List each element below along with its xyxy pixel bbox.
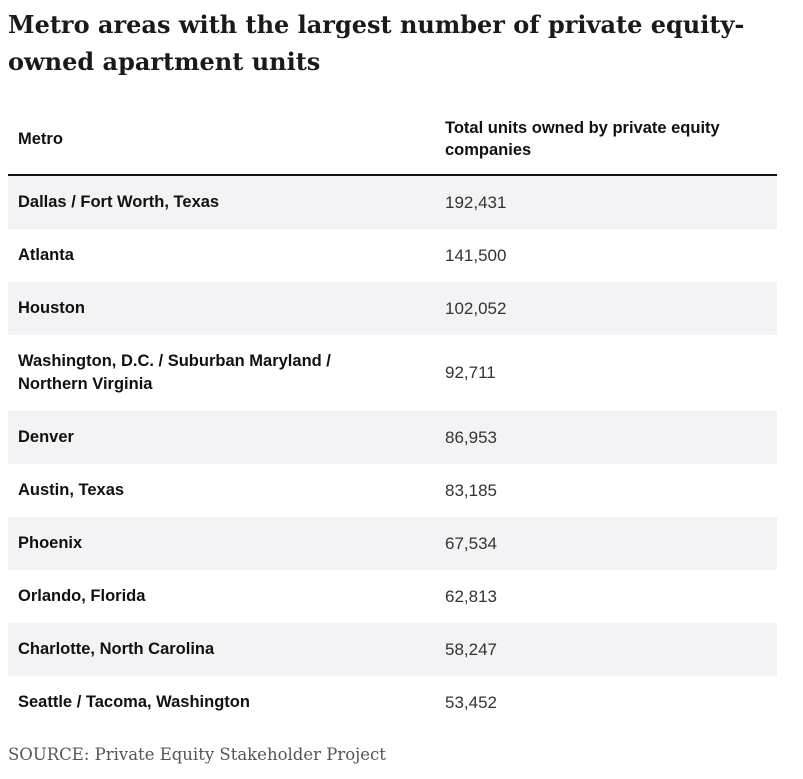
units-cell: 102,052 [445,298,507,318]
metro-cell: Seattle / Tacoma, Washington [18,693,250,711]
units-cell: 86,953 [445,427,497,447]
metro-cell: Dallas / Fort Worth, Texas [18,193,220,211]
units-cell: 92,711 [445,363,496,382]
metro-cell: Washington, D.C. / Suburban Maryland / N… [18,352,331,393]
metro-cell: Orlando, Florida [18,587,146,605]
table-row: Phoenix 67,534 [8,517,777,570]
table-header: Metro Total units owned by private equit… [8,104,777,176]
table-row: Austin, Texas 83,185 [8,464,777,517]
metro-cell: Phoenix [18,534,83,552]
metro-cell: Houston [18,299,85,317]
table-row: Atlanta 141,500 [8,229,777,282]
metro-cell: Austin, Texas [18,481,125,499]
table-row: Houston 102,052 [8,282,777,335]
table-row: Dallas / Fort Worth, Texas 192,431 [8,176,777,229]
table-row: Washington, D.C. / Suburban Maryland / N… [8,335,777,411]
units-cell: 58,247 [445,639,497,659]
table-row: Seattle / Tacoma, Washington 53,452 [8,676,777,729]
table-row: Orlando, Florida 62,813 [8,570,777,623]
units-cell: 141,500 [445,245,507,265]
column-header-metro: Metro [18,130,63,148]
units-cell: 62,813 [445,586,497,606]
units-cell: 67,534 [445,533,497,553]
source-note: SOURCE: Private Equity Stakeholder Proje… [8,745,386,764]
metro-cell: Charlotte, North Carolina [18,640,215,658]
column-header-units: Total units owned by private equity comp… [445,119,720,159]
chart-title: Metro areas with the largest number of p… [8,10,745,76]
units-cell: 83,185 [445,480,497,500]
metro-cell: Atlanta [18,246,74,264]
units-cell: 53,452 [445,692,497,712]
table-row: Charlotte, North Carolina 58,247 [8,623,777,676]
table-row: Denver 86,953 [8,411,777,464]
metro-cell: Denver [18,428,74,446]
data-table: Metro Total units owned by private equit… [8,104,777,729]
units-cell: 192,431 [445,192,507,212]
